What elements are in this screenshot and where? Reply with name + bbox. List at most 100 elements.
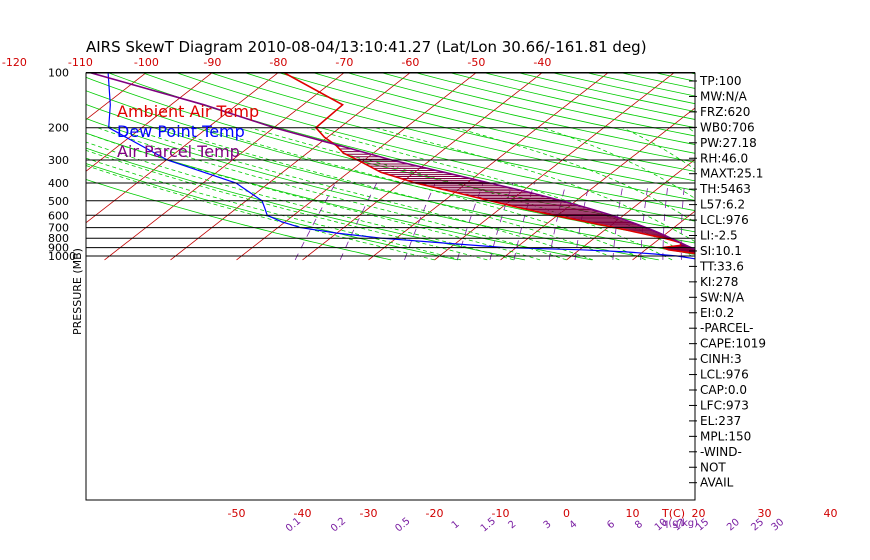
mixing-ratio-line bbox=[489, 182, 514, 261]
index-value: TT:33.6 bbox=[699, 259, 744, 273]
top-temp-tick-label: -40 bbox=[533, 56, 551, 69]
moist-adiabat-line bbox=[127, 127, 594, 261]
pressure-tick-label: 1000 bbox=[48, 250, 76, 263]
dry-adiabat-line bbox=[86, 104, 695, 255]
isotherm-line bbox=[566, 159, 695, 261]
y-axis-label: PRESSURE (MB) bbox=[71, 248, 84, 335]
top-temp-tick-label: -50 bbox=[467, 56, 485, 69]
mixing-ratio-line bbox=[294, 182, 336, 261]
isotherm-line bbox=[434, 73, 675, 261]
mixing-ratio-line bbox=[772, 183, 780, 260]
legend-entry: Air Parcel Temp bbox=[117, 142, 240, 161]
legend-entry: Ambient Air Temp bbox=[117, 102, 259, 121]
temp-unit-label: T(C) bbox=[661, 507, 685, 520]
pressure-tick-label: 300 bbox=[48, 154, 69, 167]
index-value: MAXT:25.1 bbox=[700, 167, 763, 181]
dry-adiabat-line bbox=[791, 73, 870, 260]
moist-adiabat-line bbox=[455, 127, 695, 223]
plot-frame bbox=[85, 72, 696, 501]
mixing-ratio-tick-label: 0.2 bbox=[329, 516, 348, 535]
index-value: WB0:706 bbox=[700, 120, 755, 134]
pressure-tick-label: 800 bbox=[48, 232, 69, 245]
index-value: PW:27.18 bbox=[700, 136, 757, 150]
index-value: NOT bbox=[700, 460, 726, 474]
dry-adiabat-line bbox=[86, 118, 659, 261]
isotherm-line bbox=[0, 73, 14, 260]
legend-entry: Dew Point Temp bbox=[117, 122, 245, 141]
moist-adiabat-line bbox=[162, 127, 620, 261]
pressure-tick-label: 400 bbox=[48, 177, 69, 190]
bottom-temp-tick-label: -20 bbox=[426, 507, 444, 520]
bottom-temp-tick-label: -40 bbox=[294, 507, 312, 520]
dry-adiabat-line bbox=[244, 73, 695, 182]
mixing-ratio-line bbox=[823, 183, 837, 260]
mixing-ratio-tick-label: 3 bbox=[542, 519, 554, 532]
mixing-ratio-tick-label: 6 bbox=[605, 519, 617, 532]
isotherm-line bbox=[86, 73, 147, 121]
mixing-ratio-line bbox=[801, 183, 812, 260]
pressure-tick-label: 600 bbox=[48, 209, 69, 222]
top-temp-tick-label: -90 bbox=[203, 56, 221, 69]
index-value: LI:-2.5 bbox=[700, 229, 738, 243]
cape-hatch-area bbox=[336, 145, 695, 254]
index-value: EI:0.2 bbox=[700, 306, 734, 320]
top-temp-tick-label: -80 bbox=[269, 56, 287, 69]
dry-adiabat-line bbox=[141, 73, 695, 211]
chart-title: AIRS SkewT Diagram 2010-08-04/13:10:41.2… bbox=[86, 38, 647, 56]
isotherm-line bbox=[86, 73, 279, 224]
mixing-ratio-tick-label: 8 bbox=[633, 519, 645, 532]
index-value: MW:N/A bbox=[700, 89, 748, 103]
mixing-ratio-tick-label: 4 bbox=[567, 519, 579, 532]
moist-adiabat-line bbox=[741, 128, 857, 260]
mixing-ratio-line bbox=[513, 182, 535, 260]
dry-adiabat-line bbox=[210, 73, 695, 191]
background-grid bbox=[0, 73, 870, 261]
index-value: CAPE:1019 bbox=[700, 337, 766, 351]
mixing-ratio-tick-label: 1 bbox=[450, 519, 462, 532]
mixing-ratio-tick-label: 2 bbox=[506, 519, 518, 532]
dry-adiabat-line bbox=[86, 90, 695, 244]
pressure-tick-label: 900 bbox=[48, 242, 69, 255]
index-value: KI:278 bbox=[700, 275, 738, 289]
mixing-ratio-line bbox=[662, 182, 669, 260]
bottom-temp-tick-label: 10 bbox=[626, 507, 640, 520]
ambient-temp-line bbox=[283, 73, 695, 255]
index-value: CAP:0.0 bbox=[700, 383, 747, 397]
isotherm-line bbox=[302, 73, 543, 261]
mixing-ratio-line bbox=[339, 182, 378, 261]
top-temp-tick-label: -60 bbox=[401, 56, 419, 69]
isotherm-line bbox=[86, 73, 213, 172]
mixing-ratio-line bbox=[612, 182, 624, 260]
dry-adiabat-line bbox=[176, 73, 695, 201]
bottom-temp-tick-label: -30 bbox=[360, 507, 378, 520]
isotherm-line bbox=[831, 73, 870, 260]
bottom-temp-tick-label: 30 bbox=[758, 507, 772, 520]
moist-adiabat-line bbox=[86, 141, 514, 261]
mixing-ratio-line bbox=[404, 182, 436, 261]
index-value: L57:6.2 bbox=[700, 198, 745, 212]
index-value: -WIND- bbox=[700, 445, 742, 459]
top-temp-tick-label: -100 bbox=[134, 56, 159, 69]
pressure-tick-label: 700 bbox=[48, 222, 69, 235]
isotherm-line bbox=[765, 73, 870, 260]
isotherm-line bbox=[632, 210, 695, 261]
bottom-temp-tick-label: -10 bbox=[492, 507, 510, 520]
mixing-ratio-line bbox=[680, 182, 686, 260]
index-value: SI:10.1 bbox=[700, 244, 742, 258]
mixing-ratio-tick-label: 20 bbox=[725, 517, 742, 534]
top-temp-tick-label: -70 bbox=[335, 56, 353, 69]
mixing-ratio-tick-label: 0.5 bbox=[393, 516, 412, 535]
mixing-ratio-line bbox=[574, 182, 590, 260]
dry-adiabat-line bbox=[86, 147, 525, 261]
index-value: FRZ:620 bbox=[700, 105, 750, 119]
mixing-ratio-line bbox=[548, 182, 567, 260]
index-value: CINH:3 bbox=[700, 352, 742, 366]
index-value: LFC:973 bbox=[700, 398, 749, 412]
isotherm-line bbox=[368, 73, 609, 261]
mixing-ratio-line bbox=[456, 182, 484, 261]
dry-adiabat-line bbox=[347, 73, 695, 154]
